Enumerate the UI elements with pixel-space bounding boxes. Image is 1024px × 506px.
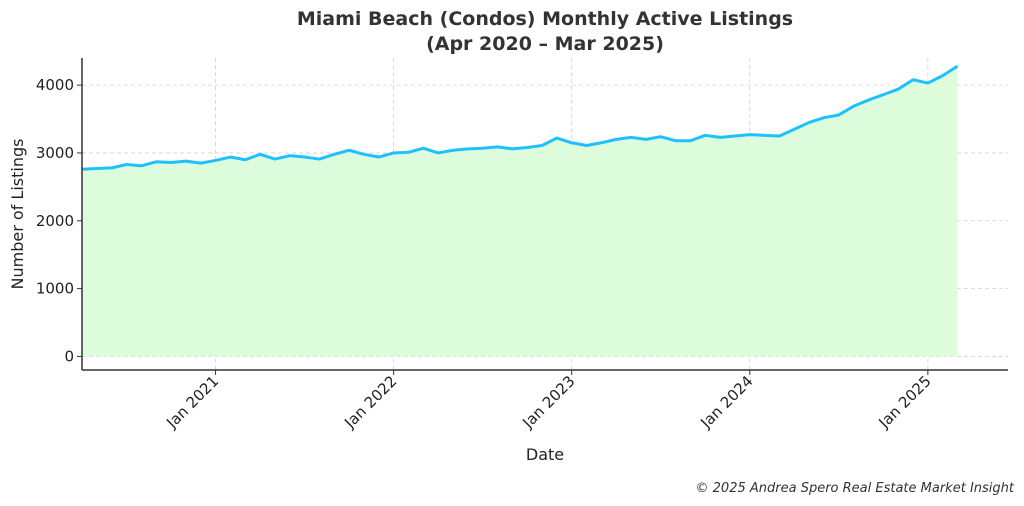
data-point-2022-06	[467, 148, 469, 150]
series-line	[81, 64, 959, 171]
data-point-2021-07	[303, 156, 305, 158]
chart-title-line-2: (Apr 2020 – Mar 2025)	[426, 33, 664, 55]
data-point-2022-02	[407, 151, 409, 153]
x-ticks: Jan 2021 Jan 2022 Jan 2023 Jan 2024 Jan 2025	[162, 370, 935, 432]
data-point-2022-03	[422, 147, 424, 149]
x-tick-label: Jan 2023	[518, 372, 578, 432]
data-point-2020-10	[170, 161, 172, 163]
data-point-2025-03	[956, 65, 958, 67]
data-point-2023-11	[719, 136, 721, 138]
data-point-2024-08	[852, 105, 854, 107]
data-point-2024-03	[778, 135, 780, 137]
data-point-2021-01	[214, 159, 216, 161]
data-point-2020-08	[140, 165, 142, 167]
x-axis-label: Date	[526, 445, 564, 464]
copyright-footer: © 2025 Andrea Spero Real Estate Market I…	[695, 481, 1014, 496]
x-tick-label: Jan 2025	[875, 372, 935, 432]
data-point-2023-06	[645, 138, 647, 140]
data-point-2023-02	[585, 144, 587, 146]
x-tick-label: Jan 2024	[696, 372, 756, 432]
y-axis-label: Number of Listings	[8, 139, 27, 290]
data-point-2022-11	[541, 144, 543, 146]
data-point-2022-07	[481, 147, 483, 149]
data-point-2023-12	[734, 135, 736, 137]
data-point-2023-03	[600, 142, 602, 144]
data-point-2020-07	[125, 163, 127, 165]
data-point-2022-01	[392, 152, 394, 154]
data-point-2021-09	[333, 153, 335, 155]
y-tick-label: 0	[64, 347, 74, 365]
data-point-2021-11	[363, 153, 365, 155]
data-point-2021-02	[229, 156, 231, 158]
y-tick-label: 3000	[36, 144, 74, 162]
data-point-2020-11	[185, 160, 187, 162]
data-point-2024-09	[867, 99, 869, 101]
data-point-2025-01	[927, 82, 929, 84]
x-tick-label: Jan 2022	[340, 372, 400, 432]
data-point-2021-05	[274, 158, 276, 160]
data-point-2023-04	[615, 138, 617, 140]
data-point-2021-03	[244, 159, 246, 161]
data-point-2022-05	[452, 149, 454, 151]
y-ticks: 0 1000 2000 3000 4000	[36, 76, 82, 365]
data-point-2023-07	[660, 135, 662, 137]
data-point-2023-09	[689, 140, 691, 142]
data-point-2021-08	[318, 158, 320, 160]
data-point-2022-12	[556, 137, 558, 139]
data-point-2025-02	[942, 74, 944, 76]
data-point-2021-12	[378, 156, 380, 158]
data-point-2023-01	[571, 142, 573, 144]
y-tick-label: 2000	[36, 212, 74, 230]
data-point-2024-04	[793, 128, 795, 130]
area-fill	[82, 66, 958, 357]
data-point-2021-06	[289, 154, 291, 156]
data-point-2021-10	[348, 149, 350, 151]
data-point-2020-12	[200, 162, 202, 164]
data-point-2024-12	[912, 79, 914, 81]
y-tick-label: 4000	[36, 76, 74, 94]
data-point-2024-06	[823, 116, 825, 118]
data-point-2021-04	[259, 153, 261, 155]
data-point-2020-06	[110, 167, 112, 169]
data-point-2024-07	[838, 114, 840, 116]
data-point-2024-05	[808, 121, 810, 123]
data-point-2022-09	[511, 148, 513, 150]
data-point-2024-02	[763, 134, 765, 136]
data-point-2020-05	[96, 167, 98, 169]
data-point-2024-10	[882, 93, 884, 95]
data-point-2023-10	[704, 134, 706, 136]
data-point-2022-10	[526, 146, 528, 148]
data-point-2022-08	[496, 146, 498, 148]
data-point-2024-01	[749, 133, 751, 135]
data-point-2020-09	[155, 161, 157, 163]
y-tick-label: 1000	[36, 280, 74, 298]
chart-title-line-1: Miami Beach (Condos) Monthly Active List…	[297, 8, 793, 30]
x-tick-label: Jan 2021	[162, 372, 222, 432]
data-point-2024-11	[897, 88, 899, 90]
data-point-2023-08	[674, 140, 676, 142]
data-point-2023-05	[630, 136, 632, 138]
data-point-2022-04	[437, 152, 439, 154]
